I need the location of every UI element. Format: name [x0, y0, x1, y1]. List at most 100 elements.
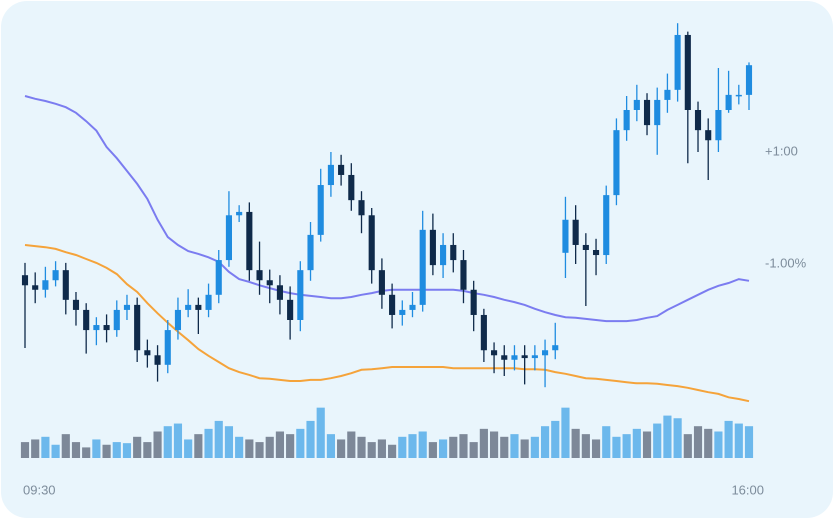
volume-bar — [673, 418, 682, 458]
volume-bar — [306, 420, 315, 458]
volume-bar — [388, 444, 397, 458]
candle-body — [225, 215, 233, 261]
volume-bar — [214, 420, 223, 458]
candle-body — [185, 304, 192, 310]
volume-bar — [133, 436, 142, 458]
candle-body — [440, 244, 447, 266]
volume-bar — [143, 442, 152, 458]
candle-body — [684, 34, 691, 110]
candle-body — [511, 355, 518, 360]
candle-body — [399, 309, 406, 315]
volume-bar — [500, 436, 509, 458]
volume-bar — [693, 426, 703, 458]
volume-bar — [224, 426, 234, 458]
candle-body — [144, 350, 151, 356]
candle-body — [358, 200, 365, 216]
volume-bar — [744, 426, 754, 458]
candle-body — [72, 299, 80, 310]
y-tick-label: +1:00 — [765, 143, 798, 158]
volume-bar — [337, 439, 346, 458]
candle-body — [623, 110, 630, 131]
candle-body — [164, 330, 171, 365]
candle-body — [419, 229, 426, 305]
candle-body — [134, 304, 141, 351]
candle-body — [562, 219, 569, 253]
volume-bar — [653, 423, 662, 458]
candle-body — [348, 174, 355, 201]
candle-body — [327, 164, 334, 186]
candle-body — [705, 130, 712, 141]
volume-bar — [163, 426, 172, 458]
candle-body — [725, 94, 732, 110]
volume-bar — [561, 407, 570, 458]
candle-body — [307, 234, 314, 271]
candle-body — [613, 130, 620, 196]
candle-body — [491, 350, 498, 356]
candle-body — [450, 244, 457, 261]
candle-body — [501, 355, 508, 360]
volume-bar — [571, 428, 580, 458]
volume-bar — [286, 434, 295, 458]
y-tick-label: -1.00% — [765, 255, 807, 270]
volume-bar — [622, 434, 631, 458]
volume-bar — [520, 439, 529, 458]
candle-body — [62, 270, 69, 300]
volume-bar — [439, 439, 448, 458]
volume-bar — [510, 434, 519, 458]
candle-body — [429, 229, 436, 266]
candle-body — [521, 355, 528, 359]
volume-bar — [51, 444, 60, 458]
volume-bar — [20, 442, 30, 458]
candle-body — [664, 89, 671, 100]
candle-body — [52, 270, 59, 281]
volume-bar — [122, 443, 132, 458]
candle-body — [113, 309, 120, 331]
candle-body — [674, 34, 681, 90]
volume-bar — [153, 431, 162, 458]
candle-body — [460, 260, 467, 290]
candle-body — [745, 65, 753, 95]
volume-bar — [102, 444, 111, 458]
candle-body — [215, 260, 222, 295]
volume-bar — [265, 436, 274, 458]
candle-body — [480, 314, 487, 351]
volume-bar — [255, 442, 264, 458]
volume-bar — [296, 428, 305, 458]
candle-body — [368, 215, 375, 271]
candle-body — [603, 195, 610, 256]
volume-bar — [92, 439, 101, 458]
candle-body — [123, 304, 131, 310]
volume-bar — [173, 423, 183, 458]
volume-bar — [275, 431, 285, 458]
candle-body — [297, 270, 304, 320]
candle-body — [246, 211, 253, 271]
volume-bar — [408, 434, 417, 458]
volume-bar — [61, 434, 70, 458]
candle-body — [470, 289, 477, 315]
x-tick-label: 09:30 — [23, 482, 56, 497]
candle-body — [572, 219, 579, 245]
volume-bar — [82, 447, 91, 458]
candle-body — [592, 250, 600, 256]
volume-bar — [347, 431, 356, 458]
candle-body — [531, 355, 538, 359]
candle-body — [21, 275, 29, 286]
volume-bar — [428, 442, 437, 458]
volume-bar — [245, 439, 254, 458]
candle-body — [93, 325, 100, 331]
volume-bar — [418, 431, 427, 458]
volume-bar — [642, 431, 652, 458]
candle-body — [195, 304, 202, 310]
x-tick-label: 16:00 — [731, 482, 764, 497]
volume-bar — [449, 436, 458, 458]
volume-bar — [398, 436, 407, 458]
candle-body — [389, 294, 396, 315]
candle-body — [256, 270, 263, 281]
volume-bar — [683, 434, 692, 458]
candle-body — [32, 285, 39, 290]
volume-bar — [734, 423, 743, 458]
volume-bar — [540, 426, 550, 458]
candle-body — [154, 355, 161, 365]
candle-body — [409, 304, 416, 310]
